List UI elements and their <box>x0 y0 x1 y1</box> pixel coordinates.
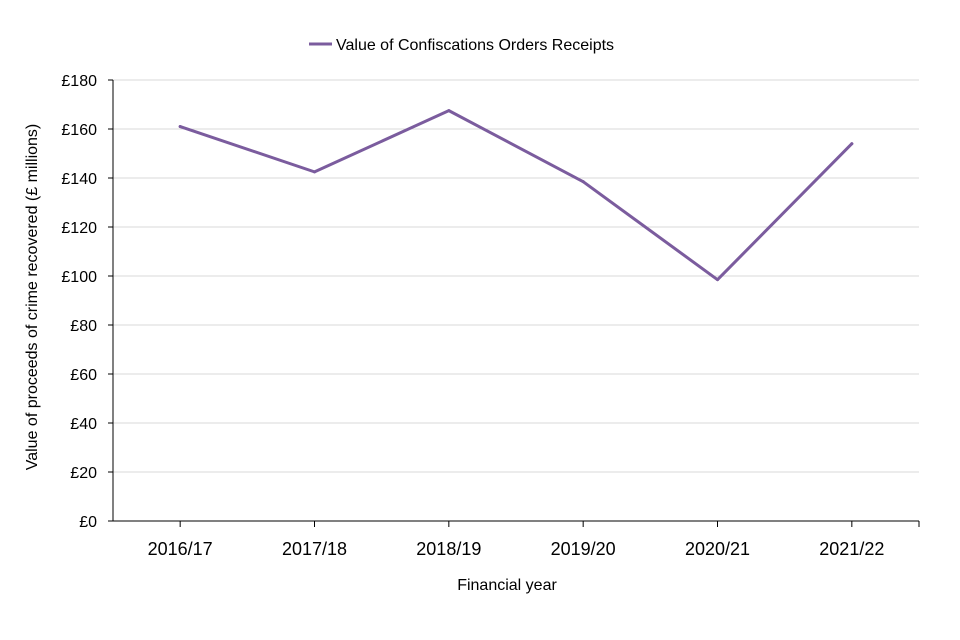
y-tick-label: £40 <box>70 416 97 433</box>
axes <box>108 79 920 527</box>
y-tick-label: £80 <box>70 318 97 335</box>
x-tick-label: 2018/19 <box>416 539 481 559</box>
y-tick-label: £60 <box>70 367 97 384</box>
y-axis-title: Value of proceeds of crime recovered (£ … <box>24 124 41 471</box>
y-tick-label: £0 <box>79 514 97 531</box>
gridlines <box>113 79 919 473</box>
y-tick-label: £100 <box>61 269 97 286</box>
data-point <box>850 142 854 146</box>
y-tick-labels: £0 £20 £40 £60 £80 £100 £120 £140 £160 £180 <box>61 73 97 531</box>
legend: Value of Confiscations Orders Receipts <box>309 37 614 54</box>
x-tick-label: 2019/20 <box>551 539 616 559</box>
x-tick-label: 2020/21 <box>685 539 750 559</box>
series-line <box>178 109 854 282</box>
x-axis-title: Financial year <box>457 577 557 594</box>
x-tick-labels: 2016/17 2017/18 2018/19 2019/20 2020/21 2021/… <box>148 539 885 559</box>
data-point <box>581 180 585 184</box>
y-tick-label: £160 <box>61 122 97 139</box>
series-lines <box>178 109 854 282</box>
y-tick-label: £20 <box>70 465 97 482</box>
data-point <box>716 278 719 282</box>
legend-label: Value of Confiscations Orders Receipts <box>336 37 614 54</box>
data-point <box>447 109 451 113</box>
y-tick-label: £120 <box>61 220 97 237</box>
y-tick-label: £140 <box>61 171 97 188</box>
x-tick-label: 2017/18 <box>282 539 347 559</box>
x-tick-label: 2021/22 <box>819 539 884 559</box>
x-tick-label: 2016/17 <box>148 539 213 559</box>
data-point <box>178 125 182 129</box>
y-tick-label: £180 <box>61 73 97 90</box>
data-point <box>313 170 316 174</box>
